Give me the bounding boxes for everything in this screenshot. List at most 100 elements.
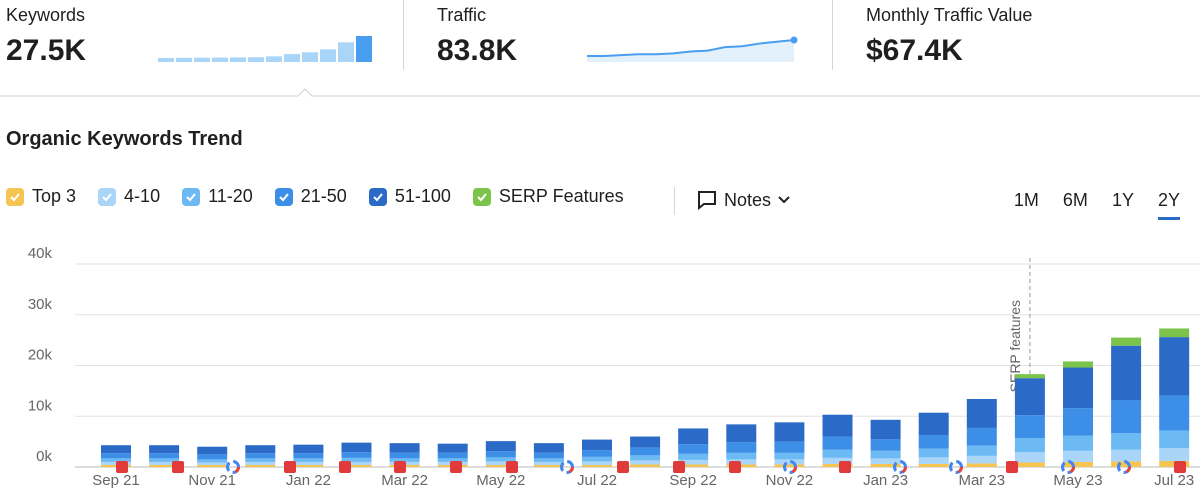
bar-segment: [1111, 345, 1142, 401]
flag-marker: [284, 461, 296, 473]
bar-segment: [582, 456, 612, 462]
bar-segment: [533, 464, 564, 467]
bar-segment: [630, 460, 661, 465]
bar-segment: [582, 439, 612, 451]
flag-marker: [1174, 461, 1186, 473]
bar-segment: [437, 464, 468, 467]
legend-checkbox: [368, 187, 387, 206]
bar-segment: [822, 457, 853, 464]
bar-segment: [101, 458, 131, 462]
bar-segment: [197, 462, 228, 465]
bar-segment: [437, 443, 468, 453]
flag-marker: [673, 461, 685, 473]
bar-segment: [774, 422, 805, 442]
bar-segment: [1159, 337, 1190, 396]
x-tick-label: Sep 21: [92, 472, 140, 489]
bar-segment: [293, 461, 324, 465]
bar-segment: [245, 464, 276, 467]
bar-segment: [678, 444, 709, 454]
bar-segment: [1111, 400, 1142, 433]
bar-segment: [485, 464, 516, 467]
x-tick-label: Nov 22: [766, 472, 814, 489]
legend-item[interactable]: Top 3: [6, 186, 76, 207]
bar-segment: [966, 398, 997, 428]
bar-segment: [389, 458, 420, 462]
period-button[interactable]: 6M: [1062, 190, 1088, 210]
sparkline-area: [587, 40, 794, 62]
bar-segment: [293, 464, 324, 467]
bar-segment: [197, 446, 228, 455]
bar-segment: [822, 436, 853, 450]
bar-segment: [293, 444, 324, 454]
legend-item[interactable]: 51-100: [368, 186, 451, 207]
chevron: [778, 196, 790, 204]
bar-segment: [341, 452, 372, 458]
legend-checkbox: [98, 187, 117, 206]
bar-segment: [1111, 461, 1142, 467]
bar-segment: [870, 419, 901, 440]
bar-segment: [1111, 337, 1142, 346]
section-title: Organic Keywords Trend: [6, 128, 243, 150]
bar-segment: [485, 457, 516, 462]
bar-segment: [341, 442, 372, 453]
bar-segment: [918, 448, 949, 458]
notes-button[interactable]: Notes: [696, 189, 791, 211]
legend-checkbox: [274, 187, 293, 206]
bar-segment: [1063, 450, 1093, 462]
flag-marker: [617, 461, 629, 473]
bar-segment: [678, 464, 709, 467]
bar-segment: [101, 461, 131, 465]
legend-item[interactable]: SERP Features: [472, 186, 624, 207]
x-tick-label: Jan 23: [863, 472, 908, 489]
bar-segment: [870, 439, 901, 451]
bar-segment: [485, 441, 516, 452]
bar-segment: [774, 452, 805, 460]
y-tick-label: 40k: [28, 245, 53, 262]
google-ring: [560, 460, 574, 474]
metric-value: $67.4K: [866, 34, 963, 67]
legend-item[interactable]: 21-50: [274, 186, 347, 207]
sparkline-bar: [248, 57, 264, 62]
bar-segment: [1159, 328, 1190, 338]
bar-segment: [822, 463, 853, 467]
bar-segment: [1014, 415, 1045, 439]
period-button[interactable]: 1Y: [1111, 190, 1134, 210]
bar-segment: [726, 442, 757, 453]
google-marker: [949, 460, 963, 474]
x-tick-label: Mar 22: [381, 472, 428, 489]
google-ring-2: [949, 460, 963, 474]
legend-item[interactable]: 4-10: [98, 186, 160, 207]
period-switch: 1M 6M 1Y 2Y: [990, 190, 1180, 220]
flag-marker: [172, 461, 184, 473]
legend: Top 3 4-10 11-20 21-50 51-100 SERP Features: [6, 186, 646, 207]
google-ring-2: [560, 460, 574, 474]
bar-segment: [149, 458, 180, 462]
sparkline-bar: [284, 54, 300, 62]
bar-segment: [101, 453, 131, 459]
legend-label: 21-50: [300, 186, 347, 206]
x-tick-label: Jan 22: [286, 472, 331, 489]
period-button[interactable]: 1M: [1013, 190, 1039, 210]
bar-segment: [341, 461, 372, 465]
bar-segment: [245, 445, 276, 454]
sparkline-bar: [266, 56, 282, 62]
bar-segment: [101, 445, 131, 454]
check: [102, 192, 112, 201]
check: [10, 192, 20, 201]
legend-item[interactable]: 11-20: [182, 186, 253, 207]
legend-checkbox: [472, 187, 491, 206]
period-button[interactable]: 2Y: [1157, 190, 1180, 220]
bar-segment: [1063, 461, 1093, 467]
bar-segment: [726, 459, 757, 465]
google-marker: [893, 460, 907, 474]
bar-segment: [437, 458, 468, 462]
bar-segment: [437, 461, 468, 465]
x-tick-label: Jul 23: [1154, 472, 1194, 489]
flag-marker: [839, 461, 851, 473]
bar-segment: [1111, 449, 1142, 462]
bar-segment: [918, 457, 949, 464]
flag-marker: [394, 461, 406, 473]
y-tick-label: 10k: [28, 397, 53, 414]
bar-segment: [1159, 460, 1190, 467]
